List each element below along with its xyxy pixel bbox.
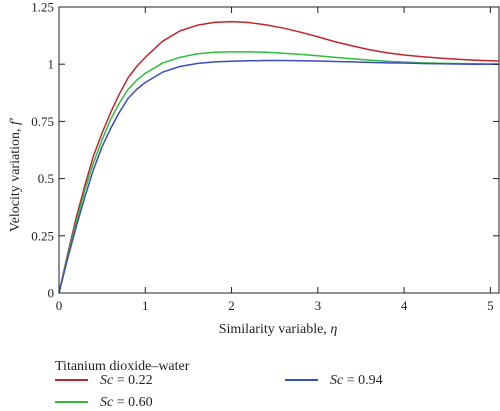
x-axis-title: Similarity variable, η: [219, 322, 338, 337]
legend-label-3: Sc = 0.94: [330, 373, 383, 388]
x-tick-label: 4: [401, 298, 408, 313]
y-axis-title: Velocity variation, f′: [8, 117, 23, 232]
y-axis-ticks: 0 0.25 0.5 0.75 1 1.25: [31, 0, 499, 301]
x-tick-label: 0: [56, 298, 63, 313]
y-tick-label: 0.75: [31, 114, 54, 129]
x-tick-label: 1: [142, 298, 149, 313]
x-tick-label: 2: [228, 298, 235, 313]
x-tick-label: 3: [315, 298, 322, 313]
series-line-1: [58, 20, 500, 294]
legend-label-2: Sc = 0.60: [100, 395, 153, 410]
y-tick-label: 0: [48, 286, 55, 301]
y-tick-label: 1: [48, 57, 55, 72]
x-tick-label: 5: [487, 298, 494, 313]
legend-title: Titanium dioxide–water: [55, 359, 190, 374]
y-tick-label: 1.25: [31, 0, 54, 15]
x-axis-ticks: 0 1 2 3 4 5: [56, 7, 494, 313]
curves: [58, 20, 500, 294]
series-line-2: [58, 51, 499, 294]
legend: Sc = 0.22 Sc = 0.60 Sc = 0.94: [55, 373, 383, 410]
y-tick-label: 0.5: [38, 171, 54, 186]
plot-frame: [58, 6, 500, 294]
plot-border: [58, 6, 500, 294]
legend-label-1: Sc = 0.22: [100, 373, 153, 388]
y-tick-label: 0.25: [31, 228, 54, 243]
series-line-3: [58, 59, 499, 294]
